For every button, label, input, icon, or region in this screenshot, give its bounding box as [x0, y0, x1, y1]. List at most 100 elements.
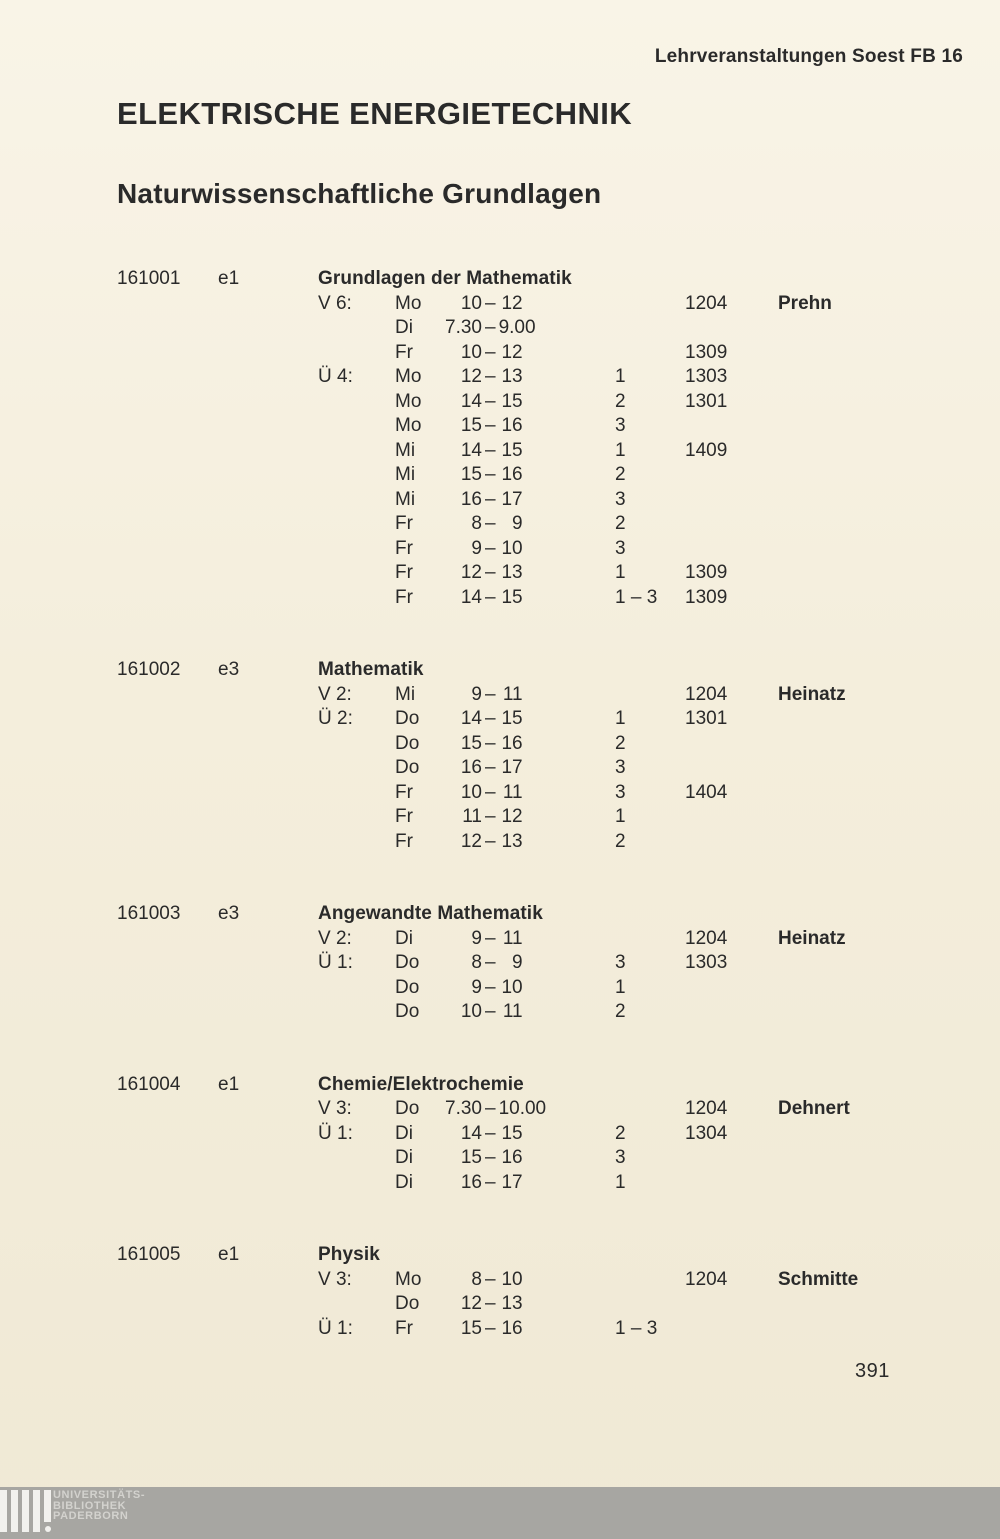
session-room: [685, 488, 778, 513]
course-title: Grundlagen der Mathematik: [318, 268, 572, 289]
session-row: Mo 14–15 2 1301: [117, 390, 980, 415]
session-room: 1409: [685, 439, 728, 461]
session-start-time: 14: [460, 439, 482, 461]
session-lecturer: [778, 707, 980, 732]
session-group: [615, 683, 685, 708]
course-code: e3: [218, 903, 240, 924]
time-dash: –: [485, 390, 496, 412]
session-time: 10–12: [443, 292, 615, 317]
session-row: Di 15–16 3: [117, 1146, 980, 1171]
session-type-label: [318, 1146, 395, 1171]
session-day: Fr: [395, 562, 413, 583]
session-type-label: Ü 4:: [318, 366, 353, 387]
session-time: 15–16: [443, 1317, 615, 1342]
session-start-time: 16: [460, 1171, 482, 1193]
session-group: 1: [615, 366, 626, 387]
session-room: 1309: [685, 586, 728, 608]
session-row: V 2: Di 9–11 1204 Heinatz: [117, 927, 980, 952]
session-room: [685, 805, 778, 830]
course-block: 161003 e3 Angewandte Mathematik V 2: Di …: [117, 902, 980, 1025]
session-day: Do: [395, 732, 420, 754]
session-end-time: 15: [501, 586, 523, 608]
time-dash: –: [485, 586, 496, 608]
session-end-time: 12: [501, 806, 523, 827]
library-logo-bar: [33, 1490, 40, 1532]
session-row: Fr 10–11 3 1404: [117, 781, 980, 806]
session-time: 14–15: [443, 390, 615, 415]
session-time: 12–13: [443, 561, 615, 586]
session-day: Di: [395, 927, 413, 949]
session-start-time: 9: [471, 976, 482, 998]
session-room: [685, 1292, 778, 1317]
session-type-label: [318, 756, 395, 781]
time-dash: –: [485, 537, 496, 559]
library-logo-bar: [11, 1490, 18, 1532]
session-start-time: 10: [460, 781, 482, 803]
time-dash: –: [485, 976, 496, 998]
library-name-line: BIBLIOTHEK: [53, 1499, 127, 1512]
time-dash: –: [485, 317, 496, 338]
session-type-label: V 3:: [318, 1268, 352, 1290]
session-type-label: [318, 830, 395, 855]
session-start-time: 11: [462, 806, 482, 827]
session-group: 1: [615, 562, 626, 583]
session-lecturer: [778, 1146, 980, 1171]
session-lecturer: [778, 586, 980, 611]
page-title: ELEKTRISCHE ENERGIETECHNIK: [117, 96, 633, 131]
session-day: Do: [395, 708, 420, 729]
session-start-time: 14: [460, 390, 482, 412]
session-time: 15–16: [443, 1146, 615, 1171]
session-row: Ü 2: Do 14–15 1 1301: [117, 707, 980, 732]
session-type-label: [318, 1000, 395, 1025]
course-number: 161005: [117, 1244, 181, 1265]
session-time: 8–10: [443, 1268, 615, 1293]
session-type-label: [318, 341, 395, 366]
session-type-label: Ü 1:: [318, 1122, 353, 1144]
time-dash: –: [485, 488, 496, 510]
session-group: 2: [615, 732, 626, 754]
session-lecturer: [778, 316, 980, 341]
session-day: Mi: [395, 439, 416, 461]
session-time: 14–15: [443, 1122, 615, 1147]
session-type-label: Ü 2:: [318, 708, 353, 729]
library-name-line: UNIVERSITÄTS-: [53, 1489, 146, 1501]
session-time: 9–10: [443, 976, 615, 1001]
session-row: Fr 12–13 1 1309: [117, 561, 980, 586]
session-row: Di 16–17 1: [117, 1171, 980, 1196]
session-lecturer: [778, 537, 980, 562]
session-end-time: 16: [501, 1147, 523, 1168]
time-dash: –: [485, 341, 496, 363]
session-start-time: 15: [460, 732, 482, 754]
session-end-time: 16: [501, 732, 523, 754]
session-time: 16–17: [443, 488, 615, 513]
session-end-time: 15: [501, 708, 523, 729]
library-logo: [0, 1490, 51, 1532]
course-title-row: 161004 e1 Chemie/Elektrochemie: [117, 1073, 980, 1098]
session-type-label: [318, 1171, 395, 1196]
session-group: [615, 341, 685, 366]
time-dash: –: [485, 1293, 496, 1314]
session-row: Do 12–13: [117, 1292, 980, 1317]
time-dash: –: [485, 1171, 496, 1193]
session-group: 2: [615, 830, 626, 852]
time-dash: –: [485, 683, 496, 705]
session-group: 1: [615, 1171, 626, 1193]
time-dash: –: [485, 464, 496, 485]
session-start-time: 9: [471, 537, 482, 559]
session-time: 15–16: [443, 732, 615, 757]
session-row: Fr 12–13 2: [117, 830, 980, 855]
session-room: [685, 1317, 778, 1342]
session-group: [615, 927, 685, 952]
session-row: Mi 15–16 2: [117, 463, 980, 488]
time-dash: –: [485, 732, 496, 754]
session-room: [685, 976, 778, 1001]
session-group: 3: [615, 488, 626, 510]
session-time: 8–9: [443, 512, 615, 537]
session-start-time: 12: [460, 830, 482, 852]
session-group: 1 – 3: [615, 1317, 658, 1339]
session-end-time: 17: [501, 757, 523, 778]
session-group: 3: [615, 952, 626, 973]
session-day: Di: [395, 1147, 413, 1168]
course-title-row: 161005 e1 Physik: [117, 1243, 980, 1268]
session-day: Do: [395, 1293, 420, 1314]
